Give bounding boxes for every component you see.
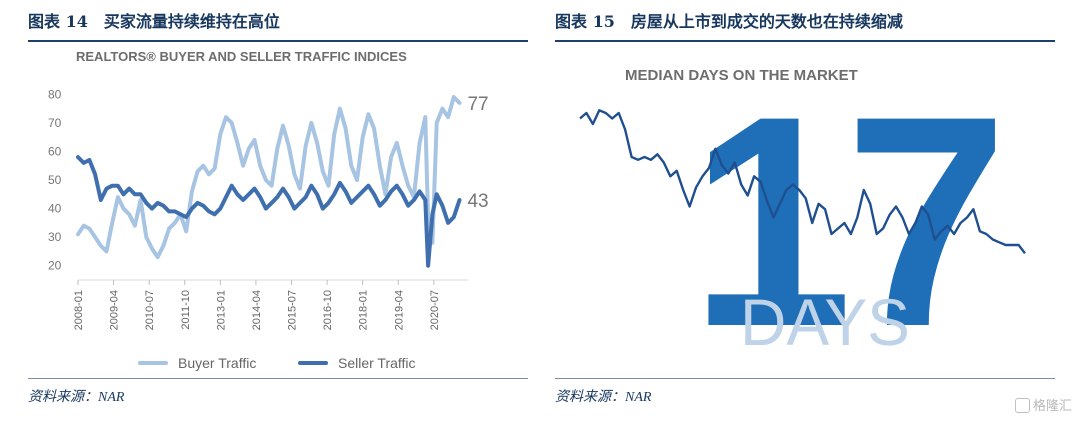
figure-title: 图表 14 买家流量持续维持在高位: [28, 12, 280, 31]
y-tick-label: 70: [48, 116, 62, 130]
x-tick-label: 2013-01: [215, 290, 227, 330]
median-days-line: [579, 109, 1026, 255]
source-note: 资料来源：NAR: [28, 390, 125, 405]
title-rule: [28, 40, 528, 42]
legend-swatch-buyer: [138, 361, 168, 365]
watermark: 格隆汇: [1014, 395, 1072, 414]
chart-title: REALTORS® BUYER AND SELLER TRAFFIC INDIC…: [76, 49, 407, 64]
buyer-end-label: 77: [467, 94, 488, 115]
x-tick-label: 2015-07: [287, 290, 299, 330]
figure-title: 图表 15 房屋从上市到成交的天数也在持续缩减: [555, 12, 903, 31]
big-number: 17: [690, 53, 1000, 370]
x-tick-label: 2010-07: [144, 290, 156, 330]
left-figure: 图表 14 买家流量持续维持在高位 REALTORS® BUYER AND SE…: [28, 0, 528, 421]
x-tick-label: 2020-07: [429, 290, 441, 330]
x-tick-label: 2016-10: [322, 290, 334, 330]
source-note: 资料来源：NAR: [555, 390, 652, 405]
legend-label-seller: Seller Traffic: [338, 355, 416, 371]
seller-traffic-line: [76, 155, 462, 268]
legend-item-buyer: Buyer Traffic: [138, 355, 256, 371]
legend-item-seller: Seller Traffic: [298, 355, 416, 371]
bottom-rule: [28, 378, 528, 379]
right-figure: 图表 15 房屋从上市到成交的天数也在持续缩减 17 DAYS MEDIAN DA…: [555, 0, 1055, 421]
x-tick-label: 2014-04: [251, 290, 263, 330]
bottom-rule: [555, 378, 1055, 379]
x-tick-label: 2008-01: [73, 290, 85, 330]
big-unit-label: DAYS: [740, 285, 910, 359]
buyer-traffic-line: [76, 95, 462, 260]
watermark-logo-icon: [1014, 398, 1030, 413]
y-tick-label: 20: [48, 259, 62, 273]
y-tick-label: 80: [48, 87, 62, 101]
legend-label-buyer: Buyer Traffic: [178, 355, 257, 371]
legend-swatch-seller: [298, 361, 328, 365]
title-rule: [555, 40, 1055, 42]
y-tick-label: 30: [48, 230, 62, 244]
y-tick-label: 50: [48, 173, 62, 187]
y-tick-label: 40: [48, 202, 62, 216]
x-tick-label: 2019-04: [393, 290, 405, 330]
x-tick-label: 2011-10: [180, 290, 192, 330]
seller-end-label: 43: [467, 191, 488, 212]
x-tick-label: 2018-01: [358, 290, 370, 330]
watermark-text: 格隆汇: [1032, 398, 1072, 413]
y-tick-label: 60: [48, 144, 62, 158]
x-tick-label: 2009-04: [109, 290, 121, 330]
chart-title: MEDIAN DAYS ON THE MARKET: [625, 67, 858, 84]
traffic-chart: 20 30 40 50 60 70 80 2008-01 2009-04 2010-07 2011-…: [48, 87, 489, 330]
